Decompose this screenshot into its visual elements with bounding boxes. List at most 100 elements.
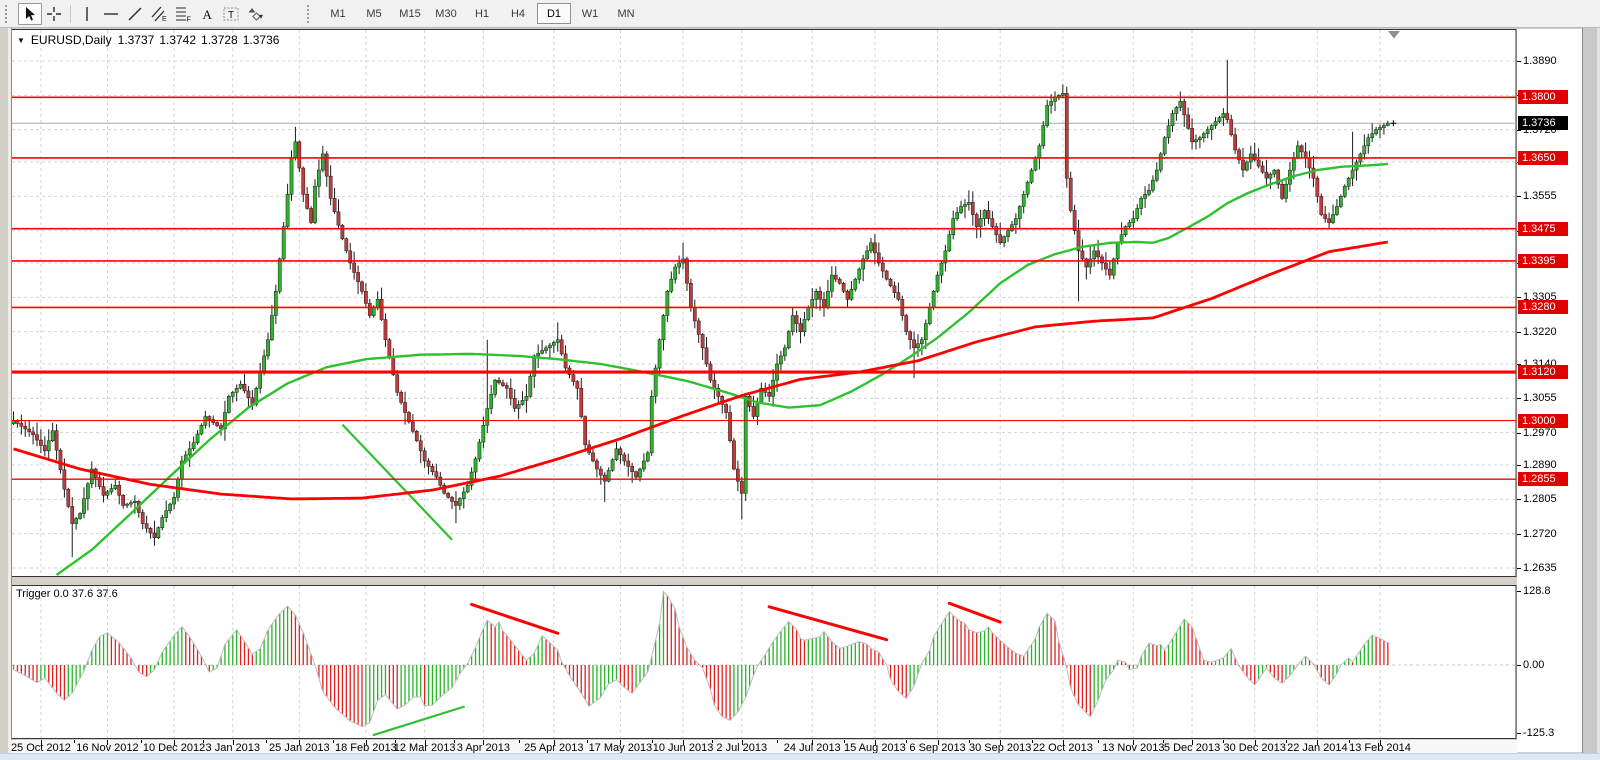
- axis-tick: [1517, 364, 1521, 365]
- date-label: 13 Feb 2014: [1349, 742, 1411, 754]
- descending-trendline-green[interactable]: [341, 423, 453, 541]
- timeframe-h4-button[interactable]: H4: [510, 7, 526, 20]
- timeframe-m30-button[interactable]: M30: [435, 7, 457, 20]
- indicator-scale-label: -125.3: [1523, 727, 1555, 739]
- horizontal-line-icon: [104, 12, 118, 15]
- cursor-tool-button[interactable]: [18, 2, 42, 25]
- axis-tick: [1517, 61, 1521, 62]
- date-label: 3 Apr 2013: [456, 742, 510, 754]
- date-major-tick: [1317, 740, 1319, 745]
- price-grid-label: 1.2720: [1523, 527, 1557, 540]
- text-icon: A: [203, 7, 213, 22]
- last-price-marker-icon: [1390, 120, 1397, 127]
- date-major-tick: [174, 740, 176, 745]
- date-minor-tick: [266, 740, 268, 743]
- timeframe-w1-button[interactable]: W1: [581, 7, 599, 20]
- price-level-badge: 1.3000: [1518, 413, 1568, 428]
- date-major-tick: [424, 740, 426, 745]
- timeframe-d1-button[interactable]: D1: [537, 3, 571, 24]
- vertical-line-tool-button[interactable]: [75, 3, 99, 25]
- descending-trendline-red-2[interactable]: [767, 605, 889, 642]
- date-major-tick: [620, 740, 622, 745]
- date-label: 24 Jul 2013: [783, 742, 841, 754]
- price-grid-label: 1.2635: [1523, 562, 1557, 575]
- date-minor-tick: [140, 740, 142, 743]
- arrows-tool-button[interactable]: ▾: [243, 3, 267, 25]
- date-major-tick: [40, 740, 42, 745]
- date-major-tick: [937, 740, 939, 745]
- toolbar-drag-handle[interactable]: [5, 4, 12, 23]
- price-grid-label: 1.3055: [1523, 392, 1557, 405]
- window-left-edge: [0, 27, 12, 759]
- indicator-canvas[interactable]: [11, 585, 1517, 740]
- date-axis: 25 Oct 2012 16 Nov 2012 10 Dec 2012 3 Jan 2…: [11, 740, 1517, 754]
- trendline-tool-button[interactable]: [123, 3, 147, 25]
- date-major-tick: [365, 740, 367, 745]
- date-label: 15 Aug 2013: [844, 742, 906, 754]
- fibonacci-tool-button[interactable]: F: [171, 3, 195, 25]
- date-label: 12 Mar 2013: [393, 742, 456, 754]
- date-minor-tick: [587, 740, 589, 743]
- date-minor-tick: [1286, 740, 1288, 743]
- chart-shift-marker-icon[interactable]: [1388, 31, 1400, 39]
- ohlc-high: 1.3742: [159, 33, 197, 47]
- symbol-period-label: EURUSD,Daily: [30, 33, 112, 47]
- axis-tick: [1517, 297, 1521, 299]
- price-level-badge: 1.3120: [1518, 365, 1568, 380]
- date-label: 13 Nov 2013: [1102, 742, 1165, 754]
- date-label: 25 Jan 2013: [269, 742, 330, 754]
- date-label: 5 Dec 2013: [1163, 742, 1221, 754]
- date-label: 17 May 2013: [588, 742, 653, 754]
- equidistant-channel-tool-button[interactable]: E: [147, 3, 171, 25]
- date-minor-tick: [1031, 740, 1033, 743]
- text-tool-button[interactable]: A: [195, 3, 219, 25]
- axis-tick: [1517, 499, 1521, 501]
- ma-slow-red: [13, 240, 1389, 501]
- arrows-icon: ▾: [248, 7, 263, 21]
- ascending-trendline-green[interactable]: [372, 705, 465, 737]
- date-minor-tick: [777, 740, 779, 743]
- timeframe-m15-button[interactable]: M15: [399, 7, 421, 20]
- price-level-badge: 1.3650: [1518, 150, 1568, 165]
- indicator-scale-label: 0.00: [1523, 659, 1545, 671]
- timeframe-mn-button[interactable]: MN: [617, 7, 635, 20]
- crosshair-icon: [47, 6, 61, 21]
- horizontal-line-tool-button[interactable]: [99, 3, 123, 25]
- timeframe-m1-button[interactable]: M1: [330, 7, 346, 20]
- indicator-name: Trigger: [16, 588, 51, 600]
- date-minor-tick: [712, 740, 714, 743]
- svg-text:▾: ▾: [259, 12, 263, 21]
- descending-trendline-red-1[interactable]: [470, 602, 560, 635]
- fibonacci-icon: F: [176, 6, 191, 23]
- date-label: 6 Sep 2013: [909, 742, 966, 754]
- descending-trendline-red-3[interactable]: [947, 601, 1002, 624]
- crosshair-tool-button[interactable]: [42, 3, 66, 25]
- date-major-tick: [741, 740, 743, 745]
- ohlc-open: 1.3737: [117, 33, 155, 47]
- ohlc-low: 1.3728: [201, 33, 238, 47]
- date-label: 3 Jan 2013: [205, 742, 260, 754]
- date-minor-tick: [651, 740, 653, 743]
- date-minor-tick: [453, 740, 455, 743]
- date-major-tick: [299, 740, 301, 745]
- date-label: 10 Dec 2012: [142, 742, 206, 754]
- date-major-tick: [874, 740, 876, 745]
- horizontal-scrollbar-strip[interactable]: [0, 753, 1600, 760]
- text-label-tool-button[interactable]: T: [219, 3, 243, 25]
- toolbar-separator: [70, 4, 71, 23]
- timeframe-toolbar-drag-handle[interactable]: [307, 4, 314, 23]
- price-grid-label: 1.3890: [1523, 55, 1557, 67]
- indicator-values: 0.0 37.6 37.6: [53, 588, 118, 600]
- date-minor-tick: [843, 740, 845, 743]
- symbol-dropdown-caret-icon[interactable]: ▼: [17, 35, 25, 45]
- timeframe-m5-button[interactable]: M5: [366, 7, 382, 20]
- price-chart-canvas[interactable]: [11, 29, 1517, 578]
- timeframe-h1-button[interactable]: H1: [474, 7, 490, 20]
- date-major-tick: [812, 740, 814, 745]
- date-major-tick: [1192, 740, 1194, 745]
- window-right-edge-scroll-strip[interactable]: [1582, 0, 1600, 759]
- price-level-badge: 1.3395: [1518, 253, 1568, 268]
- date-major-tick: [553, 740, 555, 745]
- price-grid-label: 1.2890: [1523, 459, 1557, 471]
